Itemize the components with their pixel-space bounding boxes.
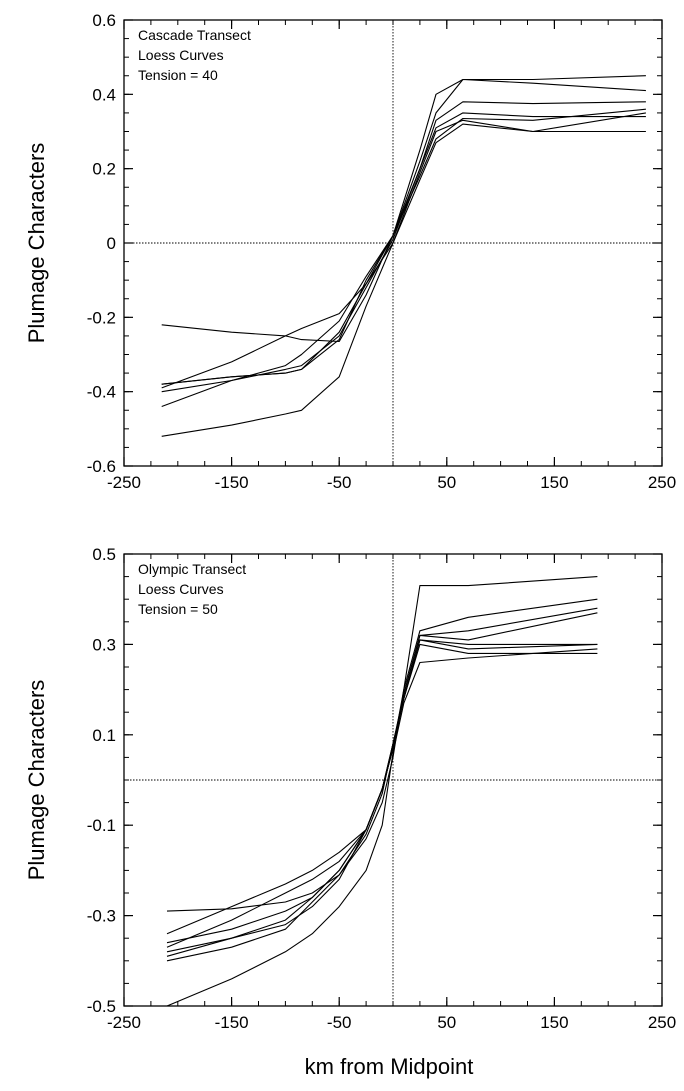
annotation-line-2: Loess Curves <box>138 581 224 597</box>
x-tick-label: -150 <box>215 1013 249 1032</box>
x-tick-label: 50 <box>437 1013 456 1032</box>
annotation-line-1: Olympic Transect <box>138 561 246 577</box>
annotation-line-3: Tension = 50 <box>138 601 218 617</box>
series-line-4 <box>161 112 646 393</box>
annotation-line-3: Tension = 40 <box>138 67 218 83</box>
series-line-2 <box>166 598 598 935</box>
y-tick-label: -0.4 <box>87 383 116 402</box>
y-tick-label: 0.2 <box>92 160 116 179</box>
chart-panel-1: -250 -150 -50 50 150 250 -0.6 -0.4 -0.2 0 0.2 0.4 0.… <box>24 11 676 492</box>
y-tick-label: 0 <box>107 234 116 253</box>
series-line-1 <box>161 75 646 343</box>
x-tick-label: -250 <box>107 1013 141 1032</box>
x-tick-label: 250 <box>648 1013 676 1032</box>
y-tick-label: -0.5 <box>87 997 116 1016</box>
annotation-line-1: Cascade Transect <box>138 27 251 43</box>
series-line-3 <box>166 607 598 948</box>
x-tick-label: -50 <box>327 1013 352 1032</box>
series-line-7 <box>166 648 598 1007</box>
x-tick-label: -250 <box>107 473 141 492</box>
series-line-6 <box>161 123 646 437</box>
series-line-7 <box>161 112 646 385</box>
y-tick-label: -0.1 <box>87 816 116 835</box>
x-axis-title: km from Midpoint <box>305 1054 474 1079</box>
series-line-8 <box>166 639 598 944</box>
y-axis-title: Plumage Characters <box>24 143 49 344</box>
series-line-3 <box>161 101 646 389</box>
y-axis-title: Plumage Characters <box>24 680 49 881</box>
series-line-1 <box>166 576 598 912</box>
x-tick-label: 150 <box>540 473 568 492</box>
chart-panel-2: -250 -150 -50 50 150 250 -0.5 -0.3 -0.1 0.1 0.3 0.5… <box>24 545 676 1079</box>
annotation-line-2: Loess Curves <box>138 47 224 63</box>
series-line-5 <box>166 639 598 962</box>
y-tick-label: 0.3 <box>92 635 116 654</box>
y-tick-label: -0.6 <box>87 457 116 476</box>
x-tick-label: -50 <box>327 473 352 492</box>
y-tick-label: 0.1 <box>92 726 116 745</box>
x-tick-label: -150 <box>215 473 249 492</box>
series-line-4 <box>166 612 598 953</box>
y-tick-label: 0.4 <box>92 85 116 104</box>
y-tick-label: 0.5 <box>92 545 116 564</box>
series-line-5 <box>161 108 646 408</box>
y-tick-label: -0.2 <box>87 308 116 327</box>
x-tick-label: 150 <box>540 1013 568 1032</box>
y-tick-label: -0.3 <box>87 907 116 926</box>
y-tick-label: 0.6 <box>92 11 116 30</box>
x-tick-label: 250 <box>648 473 676 492</box>
x-tick-label: 50 <box>437 473 456 492</box>
